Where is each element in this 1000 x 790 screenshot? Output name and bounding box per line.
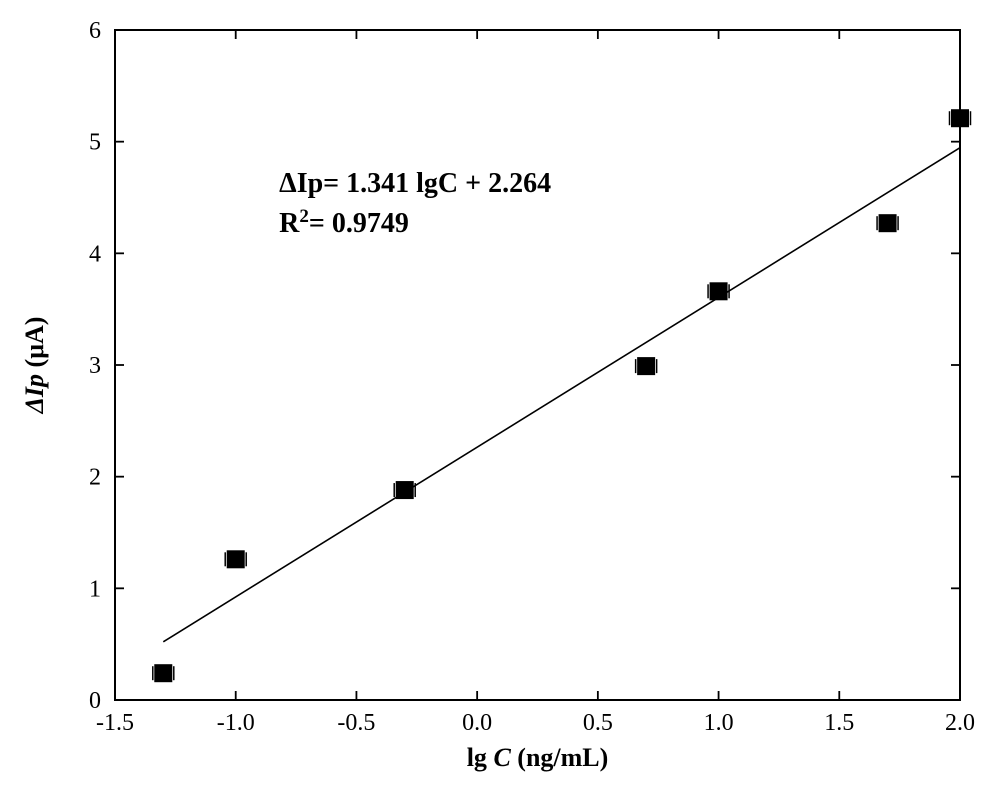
equation-line-1: ΔIp= 1.341 lgC + 2.264: [279, 168, 551, 199]
y-tick-label: 1: [89, 576, 101, 602]
data-point: [879, 215, 896, 232]
chart-background: [0, 0, 1000, 790]
y-axis-label: ΔIp (μA): [20, 317, 49, 415]
x-tick-label: 0.5: [583, 710, 613, 736]
y-tick-label: 0: [89, 688, 101, 714]
x-axis-label: lg C (ng/mL): [467, 743, 609, 772]
data-point: [710, 283, 727, 300]
data-point: [155, 665, 172, 682]
data-point: [638, 358, 655, 375]
chart-svg: -1.5 -1.0 -0.5 0.0 0.5 1.0 1.5 2.0 0 1 2 3 4 5 6 lg C (…: [0, 0, 1000, 790]
y-tick-label: 5: [89, 130, 101, 156]
y-tick-label: 2: [89, 465, 101, 491]
equation-line-2: R2= 0.9749: [279, 205, 409, 239]
y-tick-label: 6: [89, 18, 101, 44]
x-tick-label: 1.5: [824, 710, 854, 736]
data-point: [952, 110, 969, 127]
x-tick-label: 0.0: [462, 710, 492, 736]
data-point: [227, 551, 244, 568]
data-point: [396, 482, 413, 499]
x-tick-label: -1.5: [96, 710, 134, 736]
calibration-chart: -1.5 -1.0 -0.5 0.0 0.5 1.0 1.5 2.0 0 1 2 3 4 5 6 lg C (…: [0, 0, 1000, 790]
x-tick-label: -0.5: [337, 710, 375, 736]
x-tick-label: -1.0: [217, 710, 255, 736]
x-tick-label: 1.0: [704, 710, 734, 736]
y-tick-label: 3: [89, 353, 101, 379]
x-tick-label: 2.0: [945, 710, 975, 736]
y-tick-label: 4: [89, 241, 101, 267]
